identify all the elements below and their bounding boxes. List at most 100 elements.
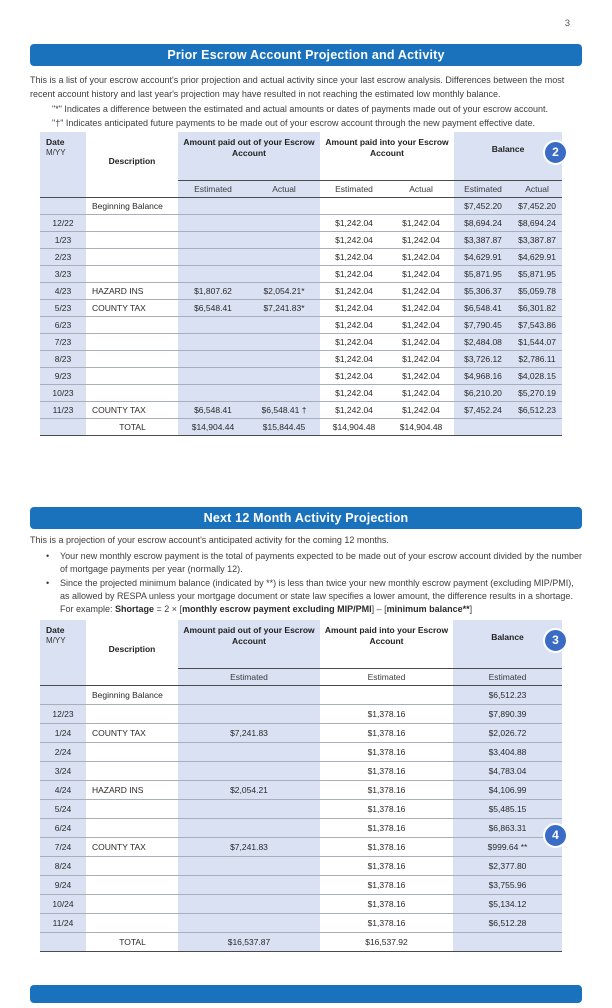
balance-estimated-cell [454,418,513,436]
date-cell: 8/23 [40,350,86,368]
description-cell: HAZARD INS [86,780,178,800]
date-cell [40,685,86,705]
balance-estimated-cell: $4,629.91 [454,248,513,266]
table-row: 9/24 $1,378.16 $3,755.96 [40,875,562,895]
date-cell: 2/24 [40,742,86,762]
paid-in-actual-cell: $1,242.04 [388,333,455,351]
balance-estimated-cell: $8,694.24 [454,214,513,232]
table-row: 11/24 $1,378.16 $6,512.28 [40,913,562,933]
paid-out-estimated-cell [178,742,320,762]
date-cell: 5/23 [40,299,86,317]
date-cell: 7/23 [40,333,86,351]
description-cell [86,894,178,914]
balance-estimated-cell [453,932,562,952]
table-row: 12/23 $1,378.16 $7,890.39 [40,704,562,724]
paid-out-actual-cell: $7,241.83* [248,299,321,317]
paid-out-estimated-subheader: Estimated [178,668,320,686]
description-cell [86,350,178,368]
table-row: 8/24 $1,378.16 $2,377.80 [40,856,562,876]
balance-estimated-cell: $7,790.45 [454,316,513,334]
shortage-formula-close: ] [469,604,473,614]
asterisk-note: "*" Indicates a difference between the e… [52,104,549,114]
description-cell [86,704,178,724]
date-cell: 3/24 [40,761,86,781]
paid-in-estimated-cell: $1,242.04 [320,333,389,351]
paid-in-estimated-cell: $1,242.04 [320,265,389,283]
paid-in-estimated-cell: $1,242.04 [320,401,389,419]
date-cell: 12/23 [40,704,86,724]
date-column-header: Date M/YY [40,132,86,198]
description-cell [86,913,178,933]
description-cell [86,799,178,819]
description-cell [86,761,178,781]
table-row: 4/24 HAZARD INS $2,054.21 $1,378.16 $4,106.9… [40,780,562,800]
paid-in-estimated-subheader: Estimated [320,668,453,686]
paid-out-actual-cell [248,367,321,385]
next-12-month-section-header: Next 12 Month Activity Projection [30,507,582,529]
date-cell: 11/24 [40,913,86,933]
total-row: TOTAL $16,537.87 $16,537.92 [40,932,562,952]
paid-out-actual-cell [248,248,321,266]
description-cell [86,333,178,351]
balance-actual-cell: $4,028.15 [512,367,563,385]
paid-out-estimated-cell [178,316,248,334]
paid-in-actual-subheader: Actual [388,180,455,198]
paid-in-group-header: Amount paid into your Escrow Account [320,620,453,669]
paid-in-estimated-cell: $1,242.04 [320,299,389,317]
table-row: 5/24 $1,378.16 $5,485.15 [40,799,562,819]
table-row: 9/23 $1,242.04 $1,242.04 $4,968.16 $4,028.15 [40,367,563,385]
description-column-header: Description [86,620,178,686]
paid-out-actual-cell [248,265,321,283]
callout-badge-4: 4 [543,823,568,848]
date-cell: 8/24 [40,856,86,876]
projection-intro-text: This is a projection of your escrow acco… [30,535,389,545]
shortage-formula-operator2: ] – [ [371,604,387,614]
balance-estimated-cell: $6,863.31 [453,818,562,838]
paid-out-actual-cell [248,350,321,368]
balance-estimated-cell: $5,306.37 [454,282,513,300]
balance-actual-cell: $2,786.11 [512,350,563,368]
date-cell: 9/24 [40,875,86,895]
paid-out-estimated-cell [178,704,320,724]
paid-in-group-header: Amount paid into your Escrow Account [320,132,455,181]
balance-actual-cell: $5,871.95 [512,265,563,283]
paid-out-actual-cell [248,214,321,232]
description-cell: HAZARD INS [86,282,178,300]
paid-in-estimated-cell: $1,378.16 [320,780,453,800]
balance-estimated-cell: $5,134.12 [453,894,562,914]
date-cell: 11/23 [40,401,86,419]
paid-out-estimated-cell: $6,548.41 [178,401,248,419]
paid-in-actual-cell: $1,242.04 [388,299,455,317]
paid-out-estimated-cell: $2,054.21 [178,780,320,800]
table-row: 6/24 $1,378.16 $6,863.31 [40,818,562,838]
paid-in-estimated-cell: $1,378.16 [320,704,453,724]
paid-in-actual-cell: $1,242.04 [388,248,455,266]
description-cell [86,818,178,838]
paid-out-estimated-cell [178,856,320,876]
callout-badge-3: 3 [543,628,568,653]
balance-actual-cell: $5,270.19 [512,384,563,402]
description-column-header: Description [86,132,178,198]
date-cell: 4/23 [40,282,86,300]
date-cell: 10/24 [40,894,86,914]
prior-escrow-section-header: Prior Escrow Account Projection and Acti… [30,44,582,66]
paid-out-actual-cell [248,197,321,215]
date-cell [40,932,86,952]
balance-estimated-subheader: Estimated [453,668,562,686]
paid-out-estimated-cell [178,231,248,249]
paid-out-group-header: Amount paid out of your Escrow Account [178,132,321,181]
description-cell: COUNTY TAX [86,723,178,743]
table-row: 4/23 HAZARD INS $1,807.62 $2,054.21* $1,242.… [40,282,563,300]
balance-estimated-cell: $7,890.39 [453,704,562,724]
shortage-formula-operator: = 2 × [ [154,604,183,614]
table-row: Beginning Balance $6,512.23 [40,685,562,705]
shortage-formula-term1: monthly escrow payment excluding MIP/PMI [182,604,372,614]
table-row: 3/23 $1,242.04 $1,242.04 $5,871.95 $5,871.95 [40,265,563,283]
date-cell: 6/24 [40,818,86,838]
paid-in-actual-cell: $1,242.04 [388,231,455,249]
paid-in-actual-cell: $1,242.04 [388,265,455,283]
balance-actual-subheader: Actual [512,180,563,198]
shortage-formula-term2: minimum balance** [386,604,470,614]
projection-table: Date M/YY Description Amount paid out of… [40,620,562,952]
balance-estimated-cell: $5,871.95 [454,265,513,283]
